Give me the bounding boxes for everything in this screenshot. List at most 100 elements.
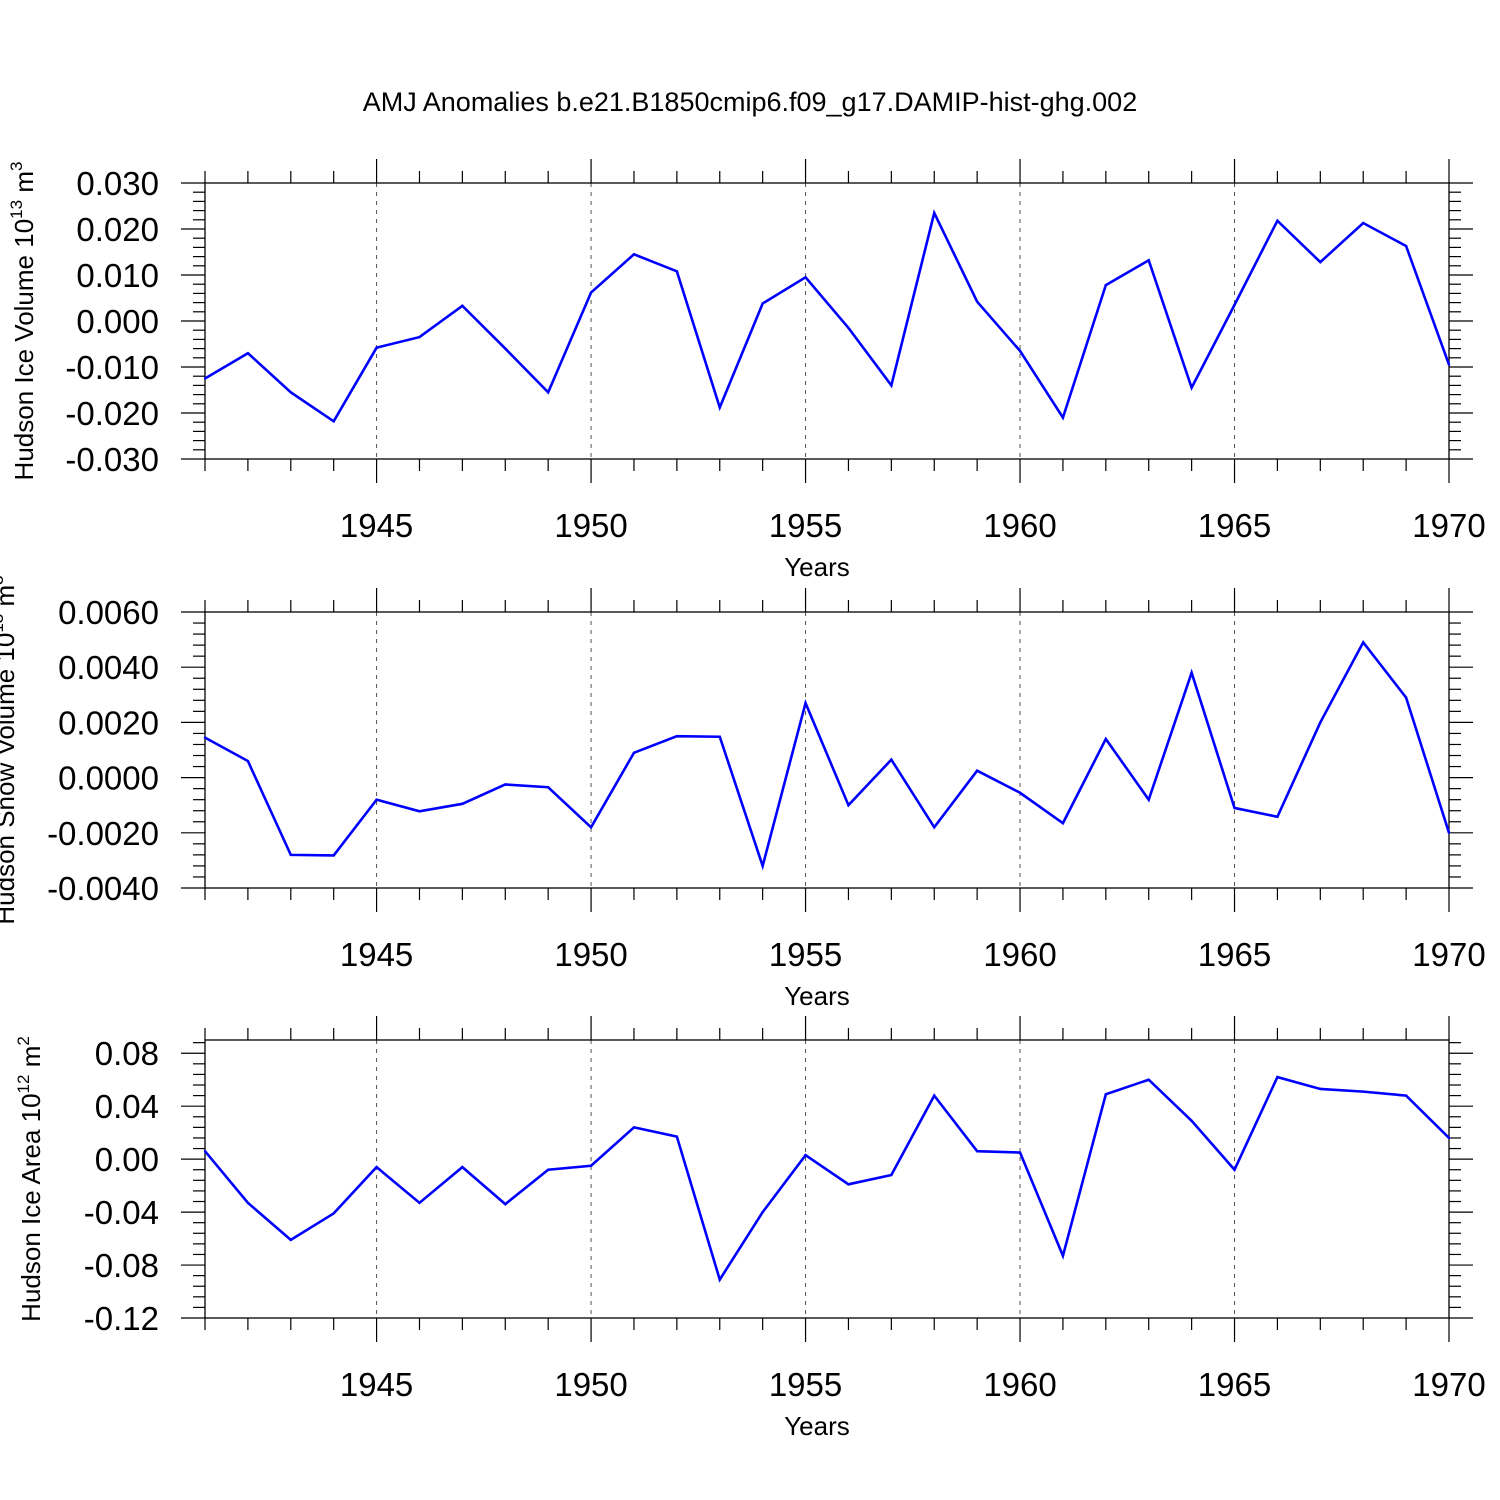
y-tick-label: -0.08 [84,1247,159,1284]
data-point [546,1168,550,1171]
y-tick-label: 0.0020 [58,704,159,741]
x-tick-label: 1965 [1198,936,1271,973]
panel-2: -0.0040 -0.0020 0.0000 0.0020 0.0040 0.0060 19… [0,575,1486,1011]
series-line-1 [204,209,1451,424]
y-tick-label: 0.000 [76,303,159,340]
x-axis-label: Years [784,552,850,582]
y-tick-label: 0.0060 [58,594,159,631]
y-tick-label: -0.0040 [47,870,159,907]
y-tick-label: -0.0020 [47,815,159,852]
y-tick-label: -0.010 [65,349,159,386]
x-tick-label: 1970 [1412,936,1485,973]
data-point [461,802,464,806]
x-tick-label: 1945 [340,1366,413,1403]
data-point [1233,806,1236,810]
data-point [1190,671,1193,674]
data-point [461,1165,464,1169]
y-axis-label: Hudson Ice Volume 1013 m3 [7,162,39,481]
x-tick-label: 1970 [1412,1366,1485,1403]
data-point [1104,1093,1108,1096]
data-point [1104,737,1108,741]
data-point [1190,1119,1193,1122]
data-point [203,736,207,739]
data-point [1319,721,1322,724]
y-axis-label-exponent: 12 [14,1075,33,1094]
x-tick-label: 1950 [554,507,627,544]
data-point [418,810,421,813]
y-axis-label-text: Hudson Snow Volume 10 [0,633,20,925]
data-point [504,1202,507,1206]
y-tick-label: -0.030 [65,441,159,478]
figure-title: AMJ Anomalies b.e21.B1850cmip6.f09_g17.D… [363,87,1137,117]
data-point [890,758,893,761]
y-axis-label-unit-exponent: 3 [7,162,26,171]
data-point [804,701,807,705]
data-point [1061,821,1065,825]
y-axis-label-unit: m [16,1046,46,1075]
data-point [375,346,378,349]
data-point [847,1183,850,1186]
data-point [546,391,550,394]
data-point [890,1173,893,1177]
data-point [1233,1168,1236,1171]
data-point [804,1153,807,1157]
data-point [1404,244,1408,248]
y-tick-label: -0.020 [65,395,159,432]
y-axis-label-text: Hudson Ice Area 10 [16,1093,46,1321]
data-point [632,1126,636,1129]
plot-panels: -0.030 -0.020 -0.010 0.000 0.010 0.020 0.030 19… [0,159,1486,1441]
data-point [246,1201,250,1205]
x-tick-label: 1965 [1198,1366,1271,1403]
x-tick-label: 1945 [340,936,413,973]
data-point [1447,831,1451,834]
data-point [761,1210,764,1214]
data-point [975,769,979,772]
data-point [1276,1075,1279,1079]
y-axis-label-unit: m [0,585,20,614]
y-tick-label: -0.04 [84,1194,159,1231]
x-tick-label: 1960 [983,936,1056,973]
data-point [246,352,250,355]
data-point [589,1164,593,1167]
data-point [1061,416,1065,419]
data-point [375,1165,378,1169]
y-axis-label-exponent: 13 [7,200,26,219]
data-point [504,347,507,350]
y-axis-label: Hudson Snow Volume 1013 m3 [0,575,20,924]
x-tick-label: 1960 [983,507,1056,544]
y-tick-label: 0.020 [76,211,159,248]
data-point [589,291,593,294]
y-axis-label-exponent: 13 [0,614,7,633]
data-point [632,751,636,754]
data-point [1404,696,1408,699]
data-point [718,406,721,409]
data-point [1233,303,1236,307]
data-point [418,1201,421,1205]
data-point [675,270,679,273]
y-axis-label: Hudson Ice Area 1012 m2 [14,1036,46,1322]
data-point [1147,1078,1150,1081]
data-point [847,326,850,330]
plot-frame [204,611,1450,889]
x-tick-label: 1950 [554,1366,627,1403]
data-point [1447,1136,1451,1140]
data-point [1447,363,1451,366]
data-point [675,1135,679,1138]
x-tick-label: 1955 [769,936,842,973]
data-point [975,1150,979,1153]
data-point [675,735,679,738]
x-tick-label: 1945 [340,507,413,544]
data-point [418,335,421,339]
y-tick-label: 0.030 [76,165,159,202]
y-tick-label: 0.010 [76,257,159,294]
data-point [847,804,850,807]
plot-frame [204,182,1450,460]
x-tick-label: 1965 [1198,507,1271,544]
data-point [332,1212,335,1215]
data-point [203,377,207,380]
y-axis-label-unit-exponent: 2 [14,1036,33,1045]
series-line-1 [204,639,1451,871]
y-tick-label: -0.12 [84,1300,159,1337]
data-point [761,302,764,305]
